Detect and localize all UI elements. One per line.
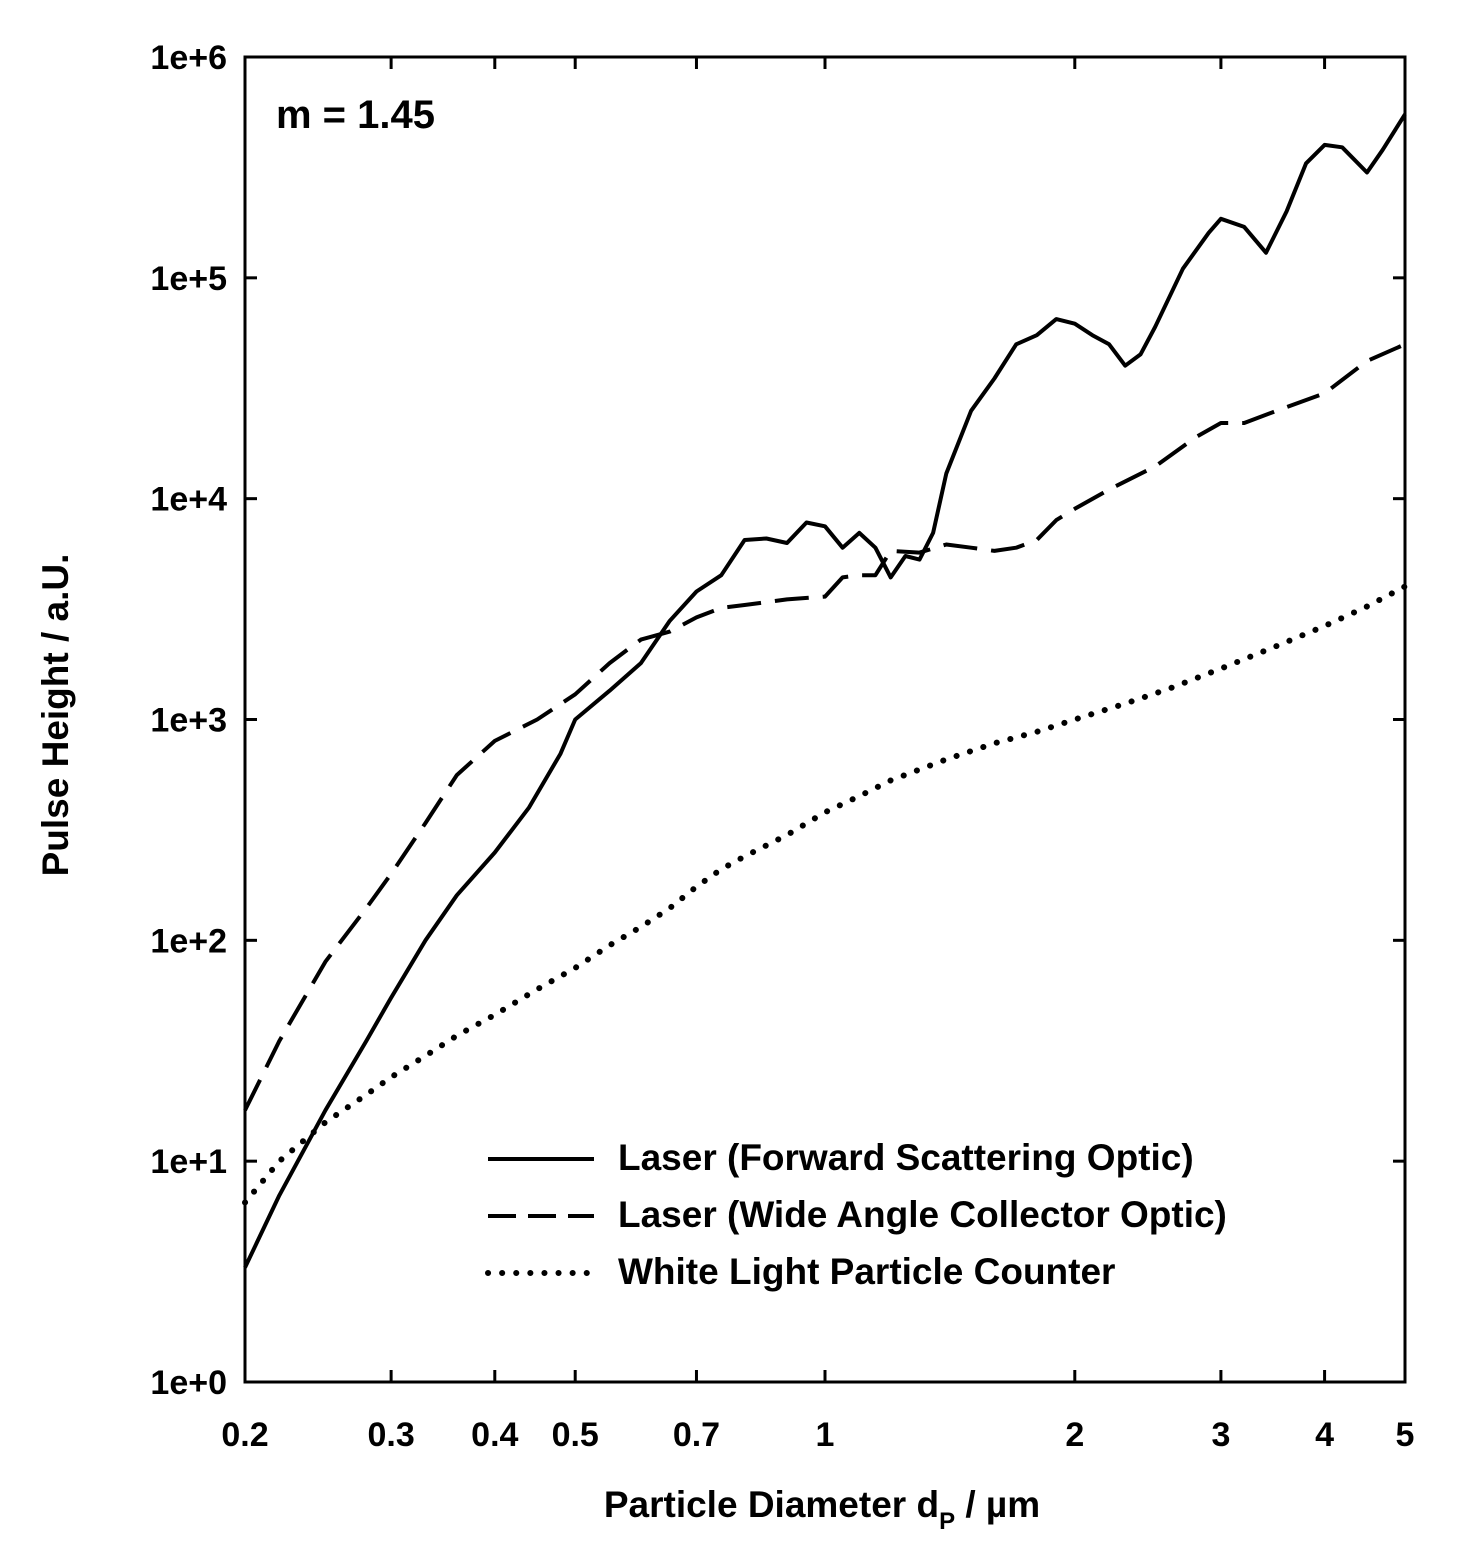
x-axis-ticks: 0.2 0.3 0.4 0.5 0.7 1 2 3 4 5 bbox=[221, 57, 1414, 1454]
y-tick-label: 1e+2 bbox=[150, 922, 227, 960]
y-tick-label: 1e+6 bbox=[150, 39, 227, 77]
x-tick-label: 1 bbox=[816, 1416, 835, 1454]
y-axis-label: Pulse Height / a.U. bbox=[35, 554, 76, 877]
y-tick-label: 1e+4 bbox=[150, 481, 227, 519]
refractive-index-annotation: m = 1.45 bbox=[276, 93, 435, 137]
x-tick-label: 0.4 bbox=[471, 1416, 518, 1454]
x-axis-label-unit: / µm bbox=[955, 1484, 1040, 1525]
x-axis-label-subscript: P bbox=[939, 1508, 955, 1535]
y-tick-label: 1e+3 bbox=[150, 702, 227, 740]
legend-label: White Light Particle Counter bbox=[618, 1251, 1115, 1292]
y-axis-ticks: 1e+0 1e+1 1e+2 1e+3 1e+4 1e+5 1e+6 bbox=[150, 39, 1405, 1402]
legend-label: Laser (Wide Angle Collector Optic) bbox=[618, 1194, 1227, 1235]
y-tick-label: 1e+0 bbox=[150, 1364, 227, 1402]
x-tick-label: 4 bbox=[1315, 1416, 1334, 1454]
x-tick-label: 5 bbox=[1396, 1416, 1415, 1454]
series-line-dashed bbox=[243, 342, 1406, 1112]
x-tick-label: 0.5 bbox=[552, 1416, 599, 1454]
x-tick-label: 0.2 bbox=[221, 1416, 268, 1454]
plot-frame bbox=[243, 55, 1407, 1384]
series-line-dotted bbox=[242, 583, 1408, 1206]
legend: Laser (Forward Scattering Optic) Laser (W… bbox=[485, 1137, 1227, 1292]
x-tick-label: 0.3 bbox=[367, 1416, 414, 1454]
x-tick-label: 0.7 bbox=[673, 1416, 720, 1454]
y-tick-label: 1e+1 bbox=[150, 1143, 227, 1181]
series-line-solid bbox=[243, 113, 1407, 1269]
series-layer bbox=[242, 113, 1408, 1269]
x-axis-label-main: Particle Diameter d bbox=[604, 1484, 939, 1525]
x-tick-label: 2 bbox=[1065, 1416, 1084, 1454]
y-tick-label: 1e+5 bbox=[150, 260, 227, 298]
x-axis-label: Particle Diameter dP / µm bbox=[604, 1484, 1040, 1535]
x-tick-label: 3 bbox=[1211, 1416, 1230, 1454]
legend-label: Laser (Forward Scattering Optic) bbox=[618, 1137, 1194, 1178]
